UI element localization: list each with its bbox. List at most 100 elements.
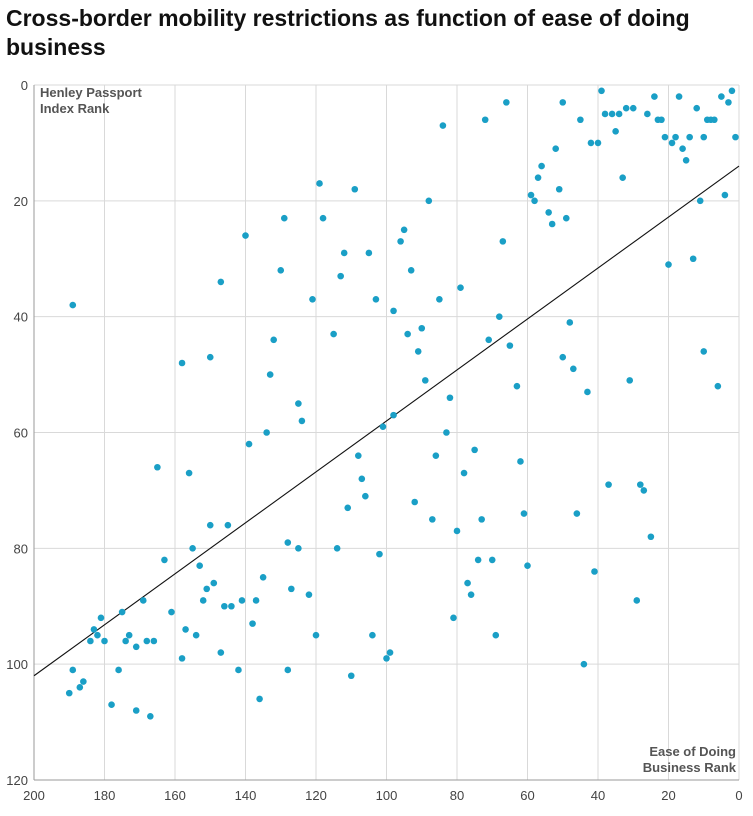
data-point [266, 371, 274, 378]
data-point [580, 660, 588, 668]
data-point [443, 429, 450, 436]
data-point [453, 527, 461, 535]
data-point [101, 637, 108, 645]
data-point [263, 429, 270, 436]
data-point [80, 678, 87, 685]
data-point [369, 631, 376, 639]
data-point [531, 197, 538, 205]
data-point [404, 330, 411, 338]
data-point [577, 116, 584, 124]
data-point [474, 556, 482, 564]
x-tick-label: 200 [23, 788, 45, 803]
data-point [414, 348, 422, 355]
data-point [524, 562, 531, 570]
data-point [238, 597, 246, 604]
data-point [714, 382, 722, 390]
data-point [555, 185, 563, 193]
data-point [365, 249, 373, 257]
data-point [147, 712, 154, 720]
data-point [355, 452, 362, 459]
data-point [548, 220, 556, 228]
y-axis-title-line: Henley Passport [40, 85, 143, 100]
data-point [280, 214, 288, 222]
data-point [344, 504, 352, 512]
data-point [259, 573, 267, 581]
x-axis-title: Ease of Doing Business Rank [643, 744, 737, 775]
data-point [288, 585, 295, 593]
data-point [185, 469, 193, 477]
data-point [386, 649, 394, 656]
data-point [252, 597, 260, 604]
data-point [425, 197, 433, 205]
x-axis-title-line: Ease of Doing [649, 744, 736, 759]
data-point [351, 185, 359, 193]
y-tick-label: 100 [6, 657, 28, 672]
data-point [728, 87, 736, 95]
data-point [161, 556, 168, 564]
data-point [224, 521, 232, 529]
data-point [689, 255, 697, 263]
data-point [411, 498, 419, 506]
data-point [601, 110, 609, 118]
data-point [700, 348, 708, 355]
data-point [527, 191, 535, 199]
data-point [418, 324, 426, 332]
data-point [584, 388, 591, 396]
data-point [545, 209, 552, 216]
data-point [143, 637, 151, 645]
data-point [372, 295, 380, 303]
data-point [154, 463, 161, 471]
data-point [570, 365, 577, 373]
data-point [125, 631, 133, 639]
data-point [517, 458, 524, 465]
data-point [196, 562, 203, 570]
y-tick-label: 120 [6, 773, 28, 788]
data-point [450, 614, 457, 622]
data-point [305, 591, 313, 598]
data-point [464, 579, 471, 587]
x-tick-label: 160 [164, 788, 186, 803]
data-point [460, 469, 468, 477]
data-point [633, 597, 641, 604]
data-point [397, 238, 404, 245]
data-point [76, 684, 84, 691]
data-point [679, 145, 686, 153]
data-point [192, 631, 200, 639]
trendline-group [33, 165, 740, 677]
data-point [295, 400, 302, 407]
data-point [661, 133, 669, 141]
data-point [605, 481, 612, 488]
data-point [485, 336, 493, 344]
data-point [383, 655, 390, 662]
data-point [594, 139, 602, 147]
data-point [407, 267, 415, 274]
data-point [481, 116, 489, 124]
data-point [330, 330, 337, 338]
data-point [228, 602, 235, 610]
data-point [65, 689, 73, 697]
data-point [421, 377, 429, 384]
x-tick-label: 0 [735, 788, 742, 803]
data-points [65, 87, 739, 720]
data-point [471, 446, 478, 454]
data-point [210, 579, 218, 587]
y-tick-label: 40 [14, 310, 28, 325]
data-point [626, 377, 634, 384]
data-point [619, 174, 626, 181]
data-point [538, 162, 545, 170]
data-point [312, 631, 320, 639]
data-point [270, 336, 278, 344]
x-tick-label: 100 [376, 788, 398, 803]
data-point [178, 359, 186, 367]
data-point [132, 643, 140, 651]
data-point [591, 568, 598, 575]
data-point [400, 226, 408, 234]
data-point [347, 672, 355, 680]
data-point [732, 133, 739, 141]
data-point [622, 104, 630, 112]
y-tick-labels: 0 20 40 60 80 100 120 [6, 78, 28, 788]
data-point [118, 608, 126, 616]
data-point [467, 591, 475, 598]
data-point [496, 313, 503, 320]
data-point [665, 261, 672, 268]
